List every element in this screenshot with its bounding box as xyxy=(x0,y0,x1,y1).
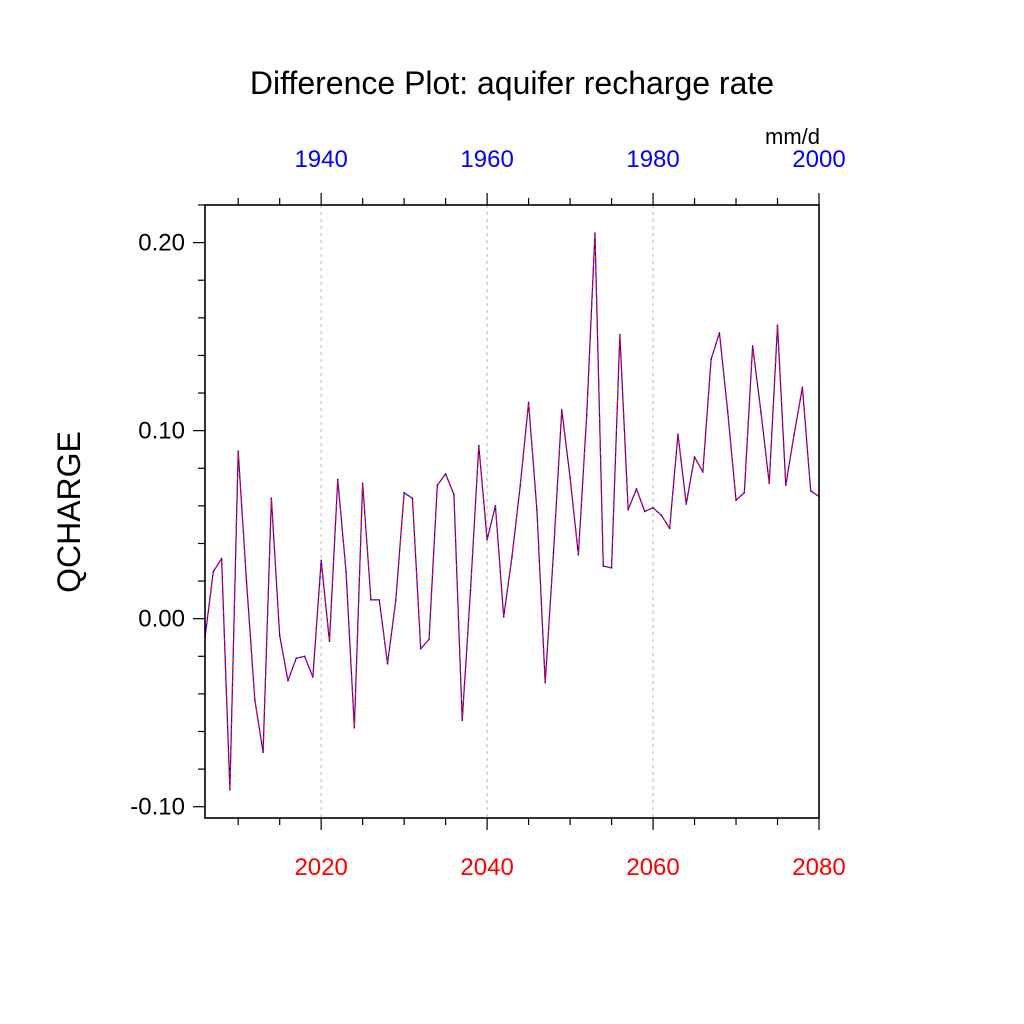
data-point xyxy=(444,473,447,475)
series-line-dashed xyxy=(204,232,820,791)
data-point xyxy=(627,508,629,511)
data-point xyxy=(395,599,397,601)
data-point xyxy=(262,751,264,753)
data-point xyxy=(660,514,663,517)
data-point xyxy=(710,358,712,360)
data-point xyxy=(610,567,613,569)
data-point xyxy=(785,484,787,486)
data-point xyxy=(245,580,248,582)
series-group xyxy=(204,232,820,791)
data-point xyxy=(677,433,679,436)
data-point xyxy=(229,788,231,791)
y-tick-label: 0.00 xyxy=(138,606,185,633)
data-point xyxy=(809,490,812,492)
data-point xyxy=(212,570,215,573)
data-point xyxy=(735,499,737,502)
data-point xyxy=(478,444,480,447)
data-point xyxy=(494,505,497,507)
data-point xyxy=(635,488,638,490)
y-tick-label: 0.10 xyxy=(138,418,185,445)
data-point xyxy=(544,681,546,684)
data-point xyxy=(486,538,488,541)
top-tick-label: 2000 xyxy=(792,146,845,173)
data-point xyxy=(411,497,414,500)
data-point xyxy=(378,599,381,601)
data-point xyxy=(718,332,721,334)
series-line-solid xyxy=(204,232,820,791)
data-point xyxy=(602,565,605,567)
top-tick-label: 1960 xyxy=(460,146,513,173)
data-point xyxy=(502,616,505,618)
data-point xyxy=(353,726,356,729)
y-axis-label: QCHARGE xyxy=(51,431,87,593)
y-tick-label: 0.20 xyxy=(138,230,185,257)
chart-title: Difference Plot: aquifer recharge rate xyxy=(250,65,774,101)
data-point xyxy=(428,638,430,641)
data-point xyxy=(693,456,696,458)
data-point xyxy=(643,510,646,513)
data-point xyxy=(511,555,513,558)
grid-lines xyxy=(320,205,654,818)
data-point xyxy=(253,698,256,701)
data-point xyxy=(793,433,795,436)
data-point xyxy=(668,527,671,530)
data-point xyxy=(560,409,563,411)
bottom-tick-label: 2060 xyxy=(626,854,679,881)
data-point xyxy=(270,497,273,500)
data-point xyxy=(220,557,223,560)
data-point xyxy=(527,401,530,404)
units-label: mm/d xyxy=(765,124,820,149)
data-point xyxy=(328,640,331,643)
data-point xyxy=(569,476,571,479)
data-point xyxy=(776,324,779,327)
data-point xyxy=(419,647,422,650)
data-point xyxy=(370,599,372,601)
y-tick-label: -0.10 xyxy=(130,794,185,821)
data-point xyxy=(320,559,322,562)
data-point xyxy=(552,552,555,554)
data-point xyxy=(237,450,239,453)
data-point xyxy=(345,570,347,573)
data-point xyxy=(519,484,522,486)
data-point xyxy=(594,232,596,235)
data-point xyxy=(403,491,405,494)
data-point xyxy=(453,493,455,496)
data-point xyxy=(312,676,314,678)
data-point xyxy=(726,411,729,413)
bottom-tick-label: 2020 xyxy=(294,854,347,881)
plot-frame xyxy=(204,204,820,819)
data-point xyxy=(577,553,580,556)
data-point xyxy=(336,478,339,481)
data-point xyxy=(702,471,704,473)
data-point xyxy=(619,333,621,336)
data-point xyxy=(461,719,464,722)
bottom-tick-label: 2080 xyxy=(792,854,845,881)
bottom-tick-label: 2040 xyxy=(460,854,513,881)
top-tick-label: 1940 xyxy=(294,146,347,173)
data-point xyxy=(585,414,588,417)
data-point xyxy=(361,482,364,485)
data-point xyxy=(303,655,306,658)
axes-group: 2020 2040 2060 2080 1940 1960 1980 2000 -0.10 0.0… xyxy=(130,146,845,881)
data-point xyxy=(278,634,281,637)
data-point xyxy=(295,657,298,659)
data-point xyxy=(760,411,762,413)
data-point xyxy=(436,484,439,486)
data-point xyxy=(469,589,472,592)
data-point xyxy=(287,679,289,682)
data-point xyxy=(743,491,746,494)
data-point xyxy=(536,508,538,511)
data-point xyxy=(751,345,754,347)
data-point xyxy=(386,663,389,665)
data-point xyxy=(652,506,654,509)
data-point xyxy=(801,386,804,389)
top-tick-label: 1980 xyxy=(626,146,679,173)
data-point xyxy=(685,503,688,505)
data-point xyxy=(768,482,771,485)
